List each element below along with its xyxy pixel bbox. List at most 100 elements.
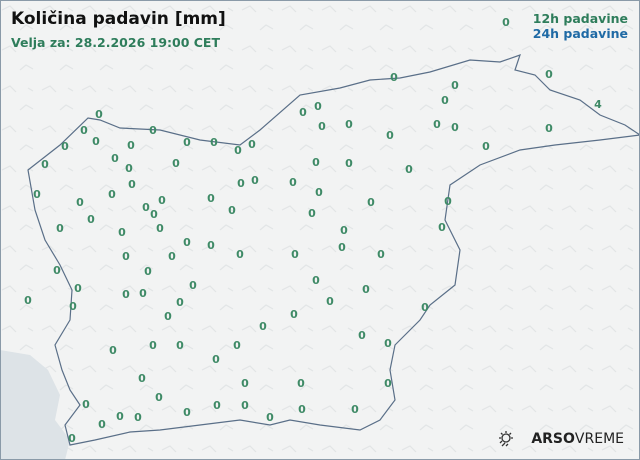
station-value: 0 — [340, 224, 348, 237]
station-value: 0 — [176, 296, 184, 309]
station-value: 0 — [149, 339, 157, 352]
station-value: 0 — [142, 201, 150, 214]
map-title: Količina padavin [mm] — [11, 9, 226, 29]
station-value: 0 — [210, 136, 218, 149]
station-value: 0 — [125, 162, 133, 175]
station-value: 0 — [122, 250, 130, 263]
station-value: 0 — [176, 339, 184, 352]
station-value: 0 — [95, 108, 103, 121]
station-value: 0 — [183, 236, 191, 249]
station-value: 0 — [451, 79, 459, 92]
station-value: 0 — [345, 118, 353, 131]
station-value: 0 — [289, 176, 297, 189]
station-value: 0 — [109, 344, 117, 357]
station-value: 0 — [111, 152, 119, 165]
station-value: 0 — [128, 178, 136, 191]
station-value: 0 — [207, 239, 215, 252]
station-value: 0 — [318, 120, 326, 133]
station-value: 0 — [315, 186, 323, 199]
station-value: 0 — [377, 248, 385, 261]
station-value: 0 — [326, 295, 334, 308]
station-value: 0 — [312, 156, 320, 169]
station-value: 0 — [118, 226, 126, 239]
station-value: 4 — [594, 98, 602, 111]
station-value: 0 — [234, 144, 242, 157]
station-value: 0 — [183, 406, 191, 419]
station-value: 0 — [158, 194, 166, 207]
station-value: 0 — [155, 391, 163, 404]
station-value: 0 — [241, 377, 249, 390]
station-value: 0 — [266, 411, 274, 424]
arso-logo: ARSOVREME — [497, 430, 624, 448]
station-value: 0 — [351, 403, 359, 416]
valid-time: Velja za: 28.2.2026 19:00 CET — [11, 35, 220, 50]
station-value: 0 — [138, 372, 146, 385]
station-value: 0 — [241, 399, 249, 412]
legend-24h: 24h padavine — [532, 26, 628, 41]
station-value: 0 — [259, 320, 267, 333]
station-value: 0 — [384, 337, 392, 350]
station-value: 0 — [441, 94, 449, 107]
station-values: 0 0 0 0 0 0 0 0 0 4 0 0 0 0 0 0 0 0 0 0 0 0 0 0 0 0 0 0 0 0 0 0 0 0 0 0 0 0 0 0… — [24, 16, 602, 445]
station-value: 0 — [438, 221, 446, 234]
station-value: 0 — [545, 122, 553, 135]
station-value: 0 — [314, 100, 322, 113]
station-value: 0 — [290, 308, 298, 321]
station-value: 0 — [69, 300, 77, 313]
station-value: 0 — [367, 196, 375, 209]
station-value: 0 — [76, 196, 84, 209]
station-value: 0 — [24, 294, 32, 307]
station-value: 0 — [312, 274, 320, 287]
station-value: 0 — [291, 248, 299, 261]
station-value: 0 — [213, 399, 221, 412]
station-value: 0 — [68, 432, 76, 445]
station-value: 0 — [236, 248, 244, 261]
sea — [0, 350, 70, 460]
station-value: 0 — [251, 174, 259, 187]
station-value: 0 — [421, 301, 429, 314]
brand-bold: ARSO — [531, 431, 575, 447]
station-value: 0 — [297, 377, 305, 390]
slovenia-border — [27, 54, 640, 446]
station-value: 0 — [451, 121, 459, 134]
station-value: 0 — [433, 118, 441, 131]
station-value: 0 — [183, 136, 191, 149]
station-value: 0 — [74, 282, 82, 295]
sun-cloud-icon — [499, 431, 514, 447]
station-value: 0 — [384, 377, 392, 390]
station-value: 0 — [338, 241, 346, 254]
legend-12h: 12h padavine — [532, 11, 628, 26]
legend: 12h padavine 24h padavine — [533, 11, 628, 41]
station-value: 0 — [150, 208, 158, 221]
station-value: 0 — [139, 287, 147, 300]
station-value: 0 — [502, 16, 510, 29]
station-value: 0 — [82, 398, 90, 411]
station-value: 0 — [189, 279, 197, 292]
station-value: 0 — [345, 157, 353, 170]
station-value: 0 — [308, 207, 316, 220]
station-value: 0 — [127, 139, 135, 152]
station-value: 0 — [80, 124, 88, 137]
station-value: 0 — [444, 195, 452, 208]
station-value: 0 — [156, 222, 164, 235]
station-value: 0 — [53, 264, 61, 277]
station-value: 0 — [87, 213, 95, 226]
station-value: 0 — [92, 135, 100, 148]
station-value: 0 — [172, 157, 180, 170]
station-value: 0 — [228, 204, 236, 217]
brand-light: VREME — [574, 431, 624, 447]
station-value: 0 — [61, 140, 69, 153]
station-value: 0 — [545, 68, 553, 81]
station-value: 0 — [358, 329, 366, 342]
station-value: 0 — [212, 353, 220, 366]
station-value: 0 — [299, 106, 307, 119]
station-value: 0 — [108, 188, 116, 201]
station-value: 0 — [386, 129, 394, 142]
station-value: 0 — [33, 188, 41, 201]
station-value: 0 — [56, 222, 64, 235]
station-value: 0 — [298, 403, 306, 416]
station-value: 0 — [41, 158, 49, 171]
station-value: 0 — [164, 310, 172, 323]
station-value: 0 — [233, 339, 241, 352]
